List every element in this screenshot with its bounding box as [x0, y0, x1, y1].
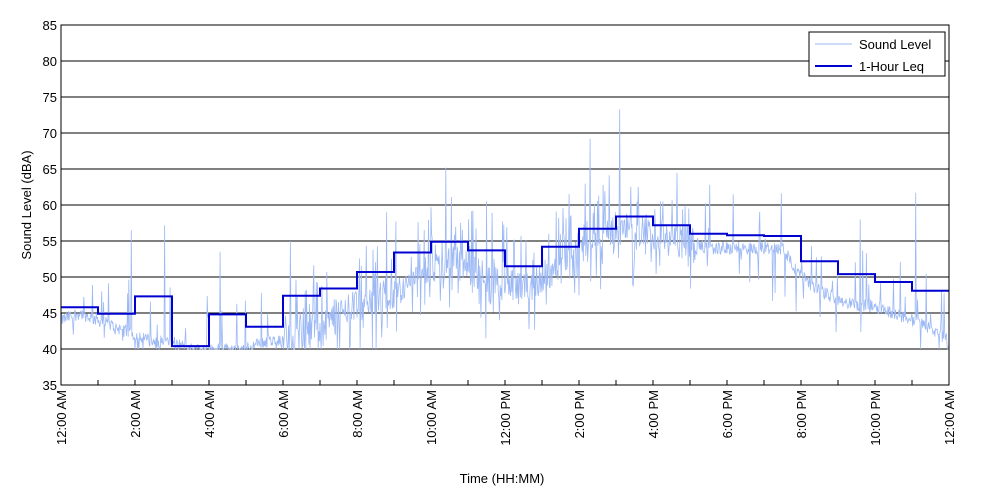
y-tick-label: 60 [43, 198, 57, 213]
x-axis-label: Time (HH:MM) [460, 471, 545, 486]
x-tick-label: 8:00 PM [794, 390, 809, 438]
x-tick-label: 4:00 AM [202, 390, 217, 438]
y-tick-label: 80 [43, 54, 57, 69]
legend-label-leq: 1-Hour Leq [859, 59, 924, 74]
x-tick-label: 10:00 AM [424, 390, 439, 445]
x-tick-label: 12:00 AM [942, 390, 957, 445]
y-tick-label: 55 [43, 234, 57, 249]
y-tick-label: 35 [43, 378, 57, 393]
x-tick-label: 6:00 PM [720, 390, 735, 438]
y-axis-label: Sound Level (dBA) [19, 150, 34, 259]
y-tick-label: 75 [43, 90, 57, 105]
y-tick-label: 65 [43, 162, 57, 177]
sound-level-line [60, 109, 950, 351]
leq-step-line [61, 215, 949, 348]
y-tick-label: 50 [43, 270, 57, 285]
x-tick-label: 2:00 AM [128, 390, 143, 438]
legend-label-sound-level: Sound Level [859, 37, 931, 52]
leq-series [61, 215, 949, 348]
legend-box [808, 31, 946, 77]
axis-ticks [60, 380, 950, 385]
sound-level-series [60, 109, 950, 351]
y-tick-label: 70 [43, 126, 57, 141]
x-tick-label: 2:00 PM [572, 390, 587, 438]
x-tick-label: 6:00 AM [276, 390, 291, 438]
y-tick-label: 85 [43, 18, 57, 33]
y-tick-label: 45 [43, 306, 57, 321]
x-tick-labels: 12:00 AM 2:00 AM 4:00 AM 6:00 AM 8:00 AM 10:0… [54, 390, 957, 446]
y-tick-label: 40 [43, 342, 57, 357]
y-tick-labels: 35 40 45 50 55 60 65 70 75 80 85 [43, 18, 57, 393]
x-tick-label: 12:00 PM [498, 390, 513, 446]
x-tick-label: 8:00 AM [350, 390, 365, 438]
x-tick-label: 10:00 PM [868, 390, 883, 446]
legend: Sound Level 1-Hour Leq [808, 31, 946, 77]
x-tick-label: 4:00 PM [646, 390, 661, 438]
x-tick-label: 12:00 AM [54, 390, 69, 445]
